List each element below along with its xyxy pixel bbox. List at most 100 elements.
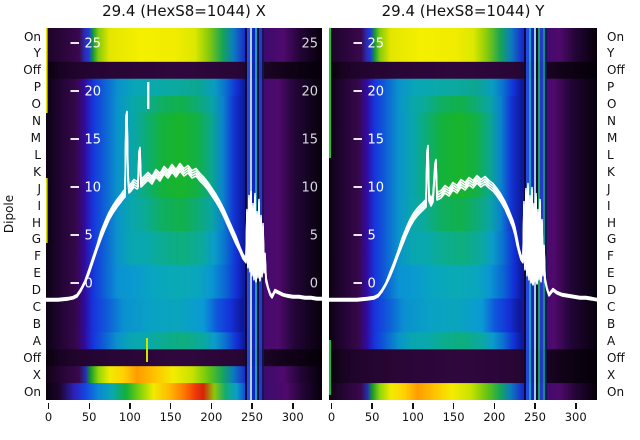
inner-ytick-label: 0	[85, 277, 93, 292]
x-tick-label: 50	[81, 410, 97, 424]
x-tick-label: 200	[483, 410, 506, 424]
panel-y-title: 29.4 (HexS8=1044) Y	[381, 2, 545, 20]
heatmap-row	[46, 349, 322, 367]
inner-ytick-mark	[353, 90, 362, 92]
heatmap-row	[329, 349, 597, 367]
inner-ytick-mark	[70, 138, 79, 140]
row-label-right: P	[607, 80, 615, 95]
vertical-stripe	[540, 28, 543, 400]
x-tick-label: 100	[401, 410, 424, 424]
heatmap-row	[329, 197, 597, 215]
row-label-right: G	[607, 232, 617, 247]
row-label-right: M	[607, 130, 618, 145]
x-tick-mark	[330, 403, 333, 409]
heatmap-row	[46, 61, 322, 80]
row-label-left: Off	[23, 350, 41, 365]
x-tick-label: 300	[281, 410, 304, 424]
x-tick-mark	[371, 403, 373, 409]
row-label-right: On	[607, 29, 625, 44]
row-label-right: Y	[607, 46, 615, 61]
inner-ytick-mark	[70, 234, 79, 236]
vertical-stripe	[245, 28, 247, 400]
row-label-right: Off	[607, 63, 625, 78]
x-tick-label: 100	[118, 410, 141, 424]
inner-ytick-label: 25	[368, 37, 385, 52]
inner-ytick-mark	[70, 42, 79, 44]
inner-ytick-mark	[70, 186, 79, 188]
inner-ytick-label-right: 5	[310, 229, 318, 244]
x-tick-mark	[493, 403, 496, 409]
inner-ytick-label: 0	[368, 277, 376, 292]
inner-ytick-label-right: 20	[301, 85, 318, 100]
row-label-left: D	[31, 283, 41, 298]
x-tick-mark	[251, 403, 253, 409]
row-label-left: Y	[33, 46, 41, 61]
x-tick-mark	[47, 403, 50, 409]
heatmap-row	[46, 146, 322, 164]
inner-ytick-label: 5	[368, 229, 376, 244]
heatmap-row	[329, 112, 597, 131]
heatmap-row	[46, 298, 322, 317]
artifact-line	[146, 338, 148, 362]
heatmap-row	[329, 61, 597, 80]
heatmap-row	[46, 197, 322, 215]
inner-ytick-mark	[353, 138, 362, 140]
row-label-left: E	[33, 266, 41, 281]
x-tick-mark	[292, 403, 294, 409]
inner-ytick-label: 20	[85, 85, 102, 100]
x-tick-label: 0	[327, 410, 336, 424]
row-label-left: N	[32, 114, 41, 128]
x-tick-label: 0	[44, 410, 53, 424]
row-label-left: J	[37, 181, 41, 196]
x-tick-label: 150	[442, 410, 465, 424]
x-tick-mark	[452, 403, 455, 409]
row-label-right: X	[607, 367, 616, 382]
heatmap-row	[329, 146, 597, 164]
profile-curve	[46, 118, 322, 302]
row-label-left: O	[31, 97, 41, 112]
row-label-right: L	[607, 147, 614, 162]
row-label-right: N	[607, 114, 616, 128]
row-label-left: B	[32, 316, 41, 331]
x-tick-label: 50	[364, 410, 380, 424]
row-label-left: I	[37, 198, 41, 213]
heatmap-row	[329, 383, 597, 400]
heatmap-canvas-x: 25 25 20 20 15 15 10 10 5 5 0 0	[46, 28, 322, 400]
row-label-left: P	[33, 80, 41, 95]
row-label-left: Off	[23, 63, 41, 78]
row-label-right: D	[607, 283, 617, 298]
row-label-right: I	[607, 198, 611, 213]
x-tick-label: 250	[524, 410, 546, 424]
inner-ytick-label: 10	[368, 181, 385, 196]
inner-ytick-mark	[70, 90, 79, 92]
row-label-right: J	[607, 181, 611, 196]
panel-x-title: 29.4 (HexS8=1044) X	[102, 2, 266, 20]
heatmap-row	[46, 112, 322, 131]
heatmap-row	[46, 163, 322, 181]
inner-ytick-label: 15	[85, 133, 102, 148]
heatmap-row	[46, 247, 322, 266]
vertical-stripe	[259, 28, 262, 400]
x-tick-label: 250	[241, 410, 263, 424]
x-tick-mark	[129, 403, 131, 409]
row-label-left: F	[34, 249, 41, 264]
row-label-right: O	[607, 97, 617, 112]
row-label-left: M	[30, 130, 41, 145]
heatmap-canvas-y: 25 20 15 10 5 0	[329, 28, 597, 400]
vertical-stripe	[543, 28, 545, 400]
x-tick-mark	[210, 403, 213, 409]
row-label-right: E	[607, 266, 615, 281]
inner-ytick-label: 25	[85, 37, 102, 52]
heatmap-row	[329, 366, 597, 384]
heatmap-row	[46, 383, 322, 400]
row-label-right: A	[607, 333, 616, 348]
row-label-left: On	[23, 29, 41, 44]
x-tick-mark	[88, 403, 90, 409]
row-label-right: F	[607, 249, 614, 264]
edge-sliver	[46, 178, 48, 243]
inner-ytick-mark	[353, 186, 362, 188]
row-label-right: B	[607, 316, 616, 331]
profile-curve	[329, 152, 597, 302]
x-tick-label: 300	[564, 410, 587, 424]
